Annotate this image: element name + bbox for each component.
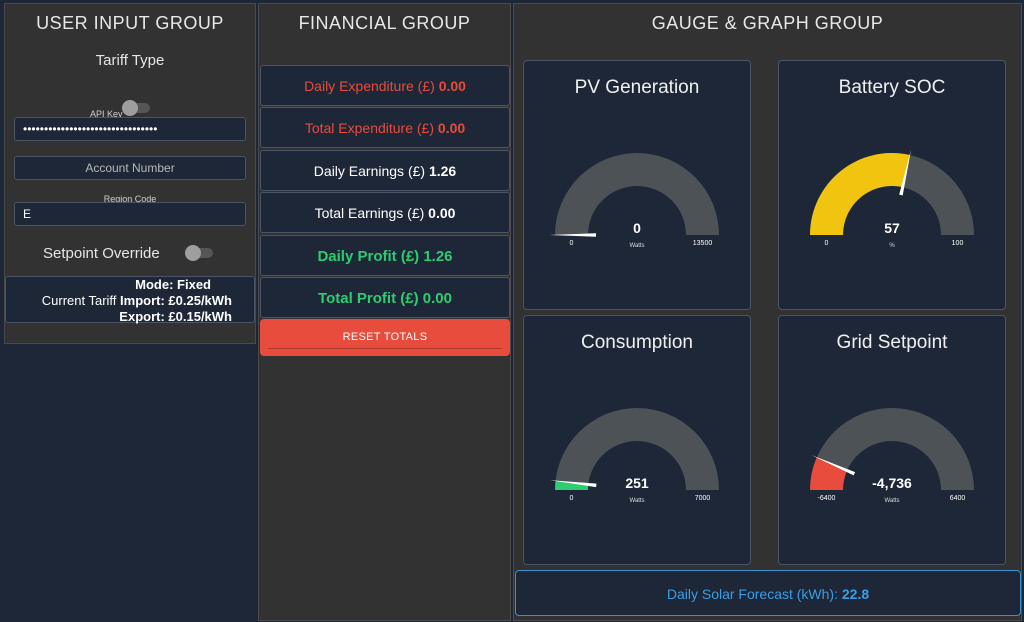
region-code-field[interactable]: E xyxy=(14,202,246,226)
total-expenditure-row: Total Expenditure (£) 0.00 xyxy=(260,107,510,148)
total-expenditure-label: Total Expenditure (£) xyxy=(304,120,438,136)
daily-earnings-label: Daily Earnings (£) xyxy=(313,163,429,179)
gauge-min-label: 0 xyxy=(570,240,574,247)
gauge-min-label: 0 xyxy=(570,495,574,502)
gauge-card-battery-soc: Battery SOC 57% 0 100 xyxy=(778,60,1006,310)
gauge-title: PV Generation xyxy=(574,77,700,98)
gauge-track xyxy=(555,408,719,490)
gauge-max-label: 6400 xyxy=(950,495,966,502)
gauge-needle xyxy=(549,480,597,488)
gauge-unit: Watts xyxy=(629,243,644,249)
current-tariff-box: Mode: Fixed Current Tariff Import: £0.25… xyxy=(5,276,255,324)
forecast-value: 22.8 xyxy=(841,586,870,602)
gauge-svg: 251 Watts 0 7000 xyxy=(549,408,719,504)
gauge-min-label: 0 xyxy=(825,240,829,247)
total-earnings-value: 0.00 xyxy=(428,205,456,221)
gauge-unit: % xyxy=(889,243,895,249)
total-profit-value: 0.00 xyxy=(422,290,452,307)
gauge-title: Grid Setpoint xyxy=(836,332,948,353)
region-code-label: Region Code xyxy=(103,194,157,204)
total-profit-row: Total Profit (£) 0.00 xyxy=(260,277,510,318)
daily-expenditure-value: 0.00 xyxy=(438,78,466,94)
total-earnings-row: Total Earnings (£) 0.00 xyxy=(260,192,510,233)
tariff-export: Export: £0.15/kWh xyxy=(119,309,232,324)
total-expenditure-value: 0.00 xyxy=(437,120,466,136)
gauge-fill xyxy=(810,457,848,490)
daily-solar-forecast: Daily Solar Forecast (kWh): 22.8 xyxy=(515,570,1021,616)
gauge-group-title: GAUGE & GRAPH GROUP xyxy=(651,13,884,33)
gauge-min-label: -6400 xyxy=(818,495,836,502)
gauge-value: -4,736 xyxy=(872,475,912,491)
daily-earnings-row: Daily Earnings (£) 1.26 xyxy=(260,150,510,191)
gauge-needle xyxy=(899,149,912,196)
gauge-card-grid-setpoint: Grid Setpoint -4,736 Watts -6400 6400 xyxy=(778,315,1006,565)
user-input-group-title: USER INPUT GROUP xyxy=(36,13,224,33)
gauge-max-label: 100 xyxy=(952,240,964,247)
tariff-type-label[interactable]: Tariff Type xyxy=(95,52,165,69)
daily-profit-value: 1.26 xyxy=(423,248,453,265)
user-input-group: USER INPUT GROUP Tariff Type API Key •••… xyxy=(4,3,256,344)
gauge-needle xyxy=(549,233,596,237)
gauge-max-label: 13500 xyxy=(693,240,713,247)
gauge-card-pv-generation: PV Generation 0 Watts 0 13500 xyxy=(523,60,751,310)
gauge-unit: Watts xyxy=(884,498,899,504)
gauge-track xyxy=(555,153,719,235)
reset-totals-button[interactable]: RESET TOTALS xyxy=(260,319,510,356)
gauge-value: 0 xyxy=(633,220,641,236)
financial-group: FINANCIAL GROUP Daily Expenditure (£) 0.… xyxy=(258,3,511,621)
gauge-title: Battery SOC xyxy=(838,77,946,98)
gauge-card-consumption: Consumption 251 Watts 0 7000 xyxy=(523,315,751,565)
reset-totals-label: RESET TOTALS xyxy=(268,325,502,349)
forecast-label: Daily Solar Forecast (kWh): xyxy=(666,586,842,602)
gauge-unit: Watts xyxy=(629,498,644,504)
total-profit-label: Total Profit (£) xyxy=(318,290,423,307)
gauge-svg: 57% 0 100 xyxy=(810,149,974,249)
gauge-track xyxy=(810,408,974,490)
gauge-graph-group: GAUGE & GRAPH GROUP PV Generation 0 Watts 0… xyxy=(513,3,1022,621)
gauge-value: 251 xyxy=(625,475,649,491)
gauge-fill xyxy=(810,153,910,235)
total-earnings-label: Total Earnings (£) xyxy=(314,205,429,221)
toggle-knob xyxy=(185,245,201,261)
gauge-title: Consumption xyxy=(581,332,693,353)
current-tariff-label: Current Tariff xyxy=(41,293,121,308)
api-key-label: API Key xyxy=(90,109,123,119)
tariff-import: Import: £0.25/kWh xyxy=(120,293,232,308)
daily-profit-label: Daily Profit (£) xyxy=(317,248,424,265)
gauge-value: 57 xyxy=(884,220,900,236)
setpoint-override-toggle[interactable] xyxy=(185,245,213,261)
daily-expenditure-label: Daily Expenditure (£) xyxy=(304,78,439,94)
gauge-svg: 0 Watts 0 13500 xyxy=(549,153,719,249)
setpoint-override-label: Setpoint Override xyxy=(43,245,160,262)
api-key-toggle[interactable] xyxy=(122,100,150,116)
tariff-mode: Mode: Fixed xyxy=(135,277,211,292)
toggle-knob xyxy=(122,100,138,116)
api-key-field[interactable]: •••••••••••••••••••••••••••••••• xyxy=(14,117,246,141)
gauge-needle xyxy=(811,455,856,476)
daily-expenditure-row: Daily Expenditure (£) 0.00 xyxy=(260,65,510,106)
gauge-max-label: 7000 xyxy=(695,495,711,502)
tariff-import-line: Current Tariff Import: £0.25/kWh xyxy=(42,293,232,308)
daily-profit-row: Daily Profit (£) 1.26 xyxy=(260,235,510,276)
gauge-fill xyxy=(555,480,589,490)
financial-group-title: FINANCIAL GROUP xyxy=(298,13,471,33)
gauge-svg: -4,736 Watts -6400 6400 xyxy=(810,408,974,504)
account-number-field[interactable]: Account Number xyxy=(14,156,246,180)
daily-earnings-value: 1.26 xyxy=(428,163,457,179)
